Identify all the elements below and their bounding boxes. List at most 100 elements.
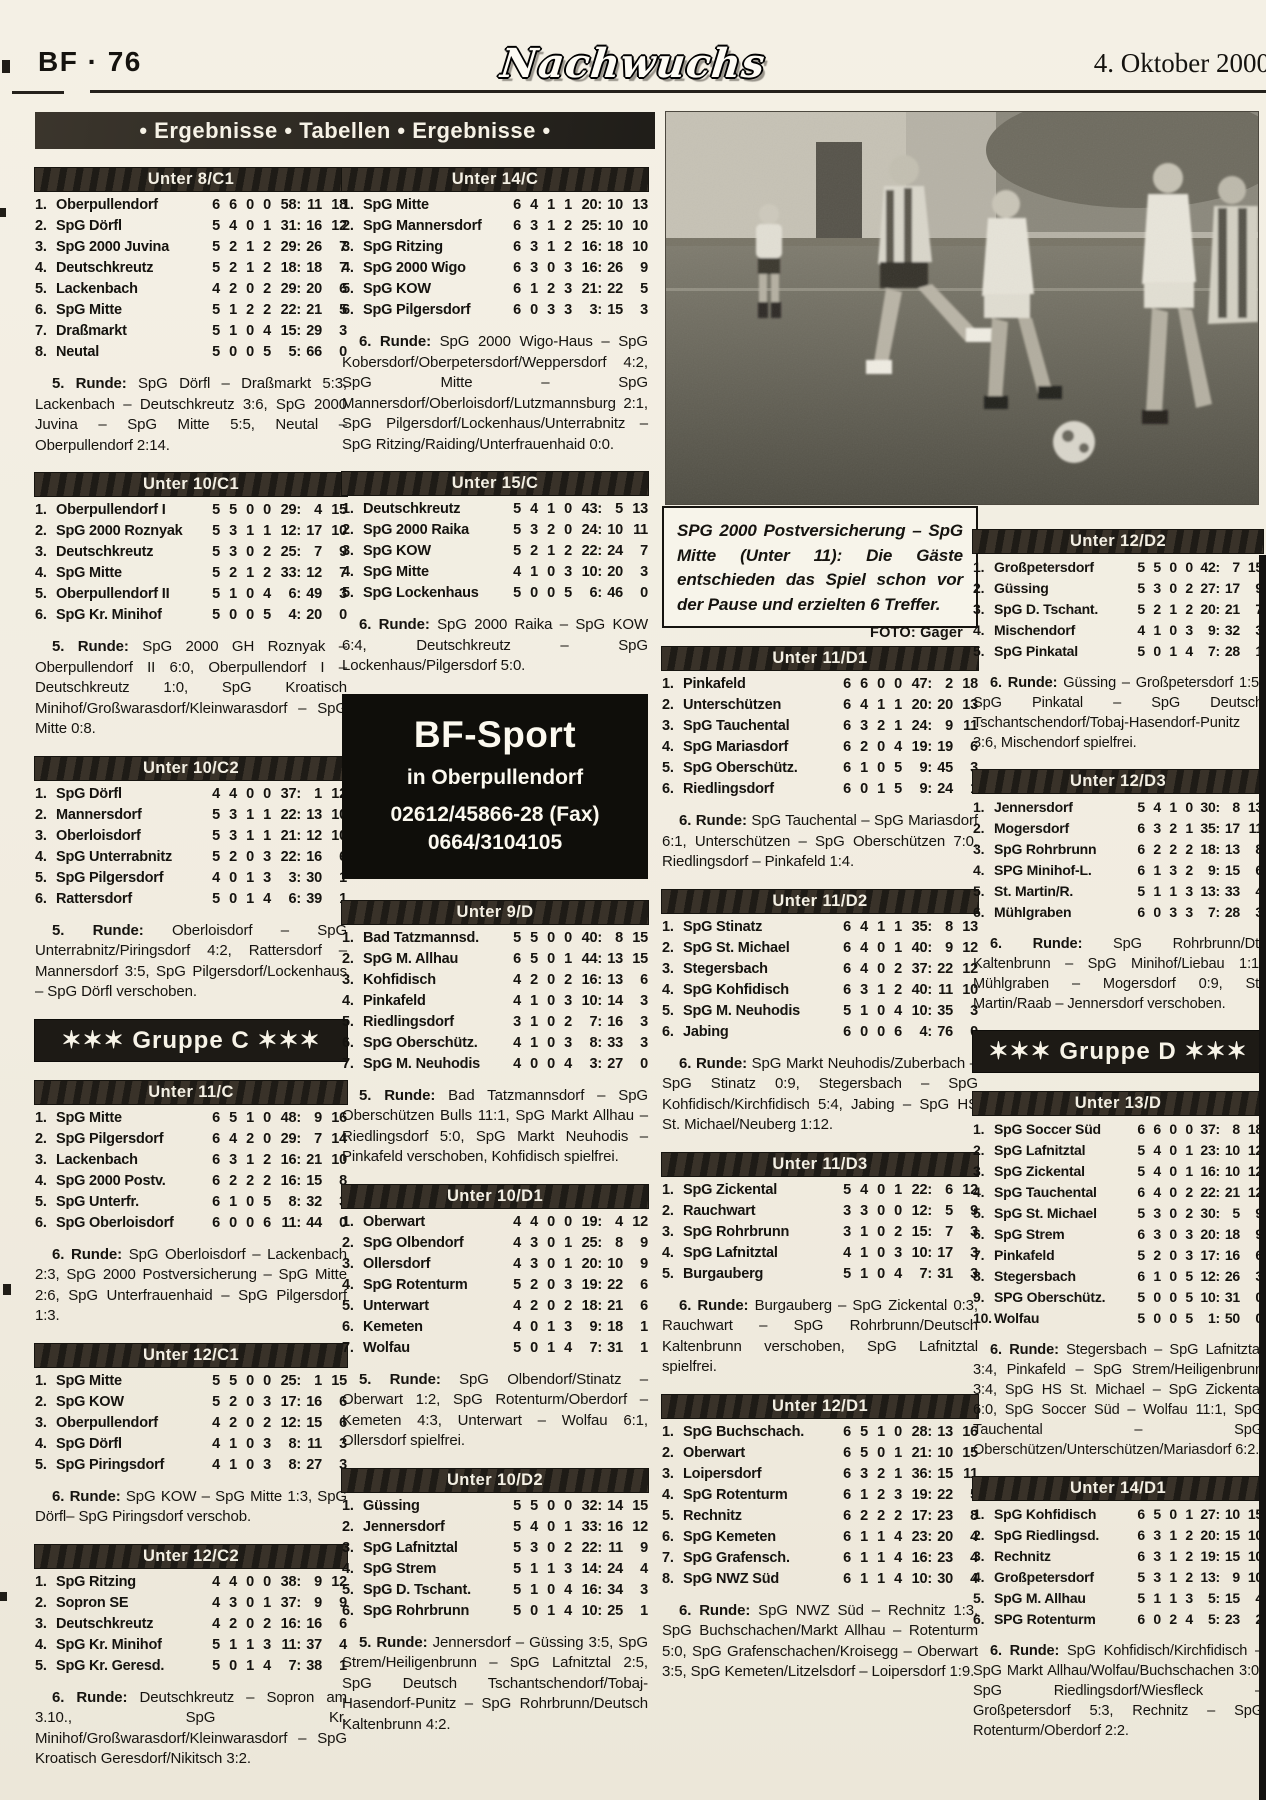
- rank: 4.: [662, 739, 674, 755]
- points: 12: [331, 1573, 347, 1590]
- losses: 2: [894, 1223, 902, 1240]
- games-played: 6: [1137, 1184, 1145, 1200]
- losses: 2: [263, 281, 271, 297]
- table-row: 3. Ollersdorf 4 3 0 1 20: 10 9: [342, 1256, 648, 1277]
- round-label: 6. Runde:: [359, 333, 431, 350]
- points: 10: [632, 239, 648, 255]
- team-name: Mogersdorf: [994, 820, 1070, 836]
- losses: 4: [564, 1055, 572, 1072]
- goals-for: 6:: [288, 586, 302, 602]
- team-name: SpG Mitte: [56, 565, 122, 581]
- table-title: Unter 10/C2: [35, 756, 347, 780]
- team-name: SpG Rohrbrunn: [994, 841, 1097, 857]
- games-played: 6: [212, 1193, 220, 1210]
- goals-against: 10: [607, 197, 623, 213]
- rank: 2.: [342, 522, 354, 538]
- league-table: Unter 11/D3 1. SpG Zickental 5 4 0 1 22: 6 12 2. Ra…: [662, 1152, 978, 1287]
- team-name: SpG 2000 Juvina: [56, 239, 170, 255]
- draws: 0: [246, 281, 254, 297]
- games-played: 6: [843, 739, 851, 755]
- rank: 5.: [35, 586, 47, 602]
- round-label: 6. Runde:: [359, 616, 430, 633]
- goals-for: 8:: [288, 1193, 302, 1210]
- goals-against: 23: [937, 1549, 953, 1566]
- games-played: 6: [843, 1549, 851, 1566]
- goals-against: 8: [1232, 1121, 1240, 1137]
- wins: 1: [530, 1581, 538, 1598]
- goals-for: 23:: [911, 1528, 933, 1545]
- rank: 4.: [35, 1172, 47, 1189]
- losses: 2: [1185, 1527, 1193, 1543]
- wins: 2: [229, 565, 237, 581]
- losses: 2: [263, 1615, 271, 1632]
- team-name: SpG Ritzing: [363, 239, 443, 255]
- goals-against: 26: [607, 260, 623, 276]
- points: 6: [339, 281, 347, 297]
- table-row: 4. SpG Kr. Minihof 5 1 1 3 11: 37 4: [35, 1637, 347, 1658]
- wins: 3: [1153, 820, 1161, 836]
- points: 13: [962, 918, 978, 935]
- draws: 0: [246, 544, 254, 560]
- wins: 6: [229, 197, 237, 213]
- rank: 9.: [973, 1289, 985, 1305]
- goals-for: 40:: [911, 981, 933, 998]
- games-played: 5: [1137, 1163, 1145, 1179]
- games-played: 6: [843, 718, 851, 734]
- team-name: SpG Pinkatal: [994, 643, 1078, 659]
- table-row: 5. Unterwart 4 2 0 2 18: 21 6: [342, 1298, 648, 1319]
- draws: 0: [547, 585, 555, 601]
- draws: 1: [547, 1602, 555, 1619]
- draws: 0: [246, 344, 254, 360]
- wins: 0: [1153, 643, 1161, 659]
- losses: 3: [1185, 1247, 1193, 1263]
- losses: 1: [894, 1465, 902, 1482]
- issue-date: 4. Oktober 2000: [1093, 48, 1266, 78]
- goals-for: 20:: [1200, 601, 1220, 617]
- rank: 5.: [342, 1013, 354, 1030]
- goals-for: 31:: [280, 218, 302, 234]
- wins: 2: [530, 971, 538, 988]
- games-played: 4: [212, 1435, 220, 1452]
- team-name: SpG NWZ Süd: [683, 1570, 780, 1587]
- team-name: Kemeten: [363, 1318, 423, 1335]
- draws: 0: [877, 760, 885, 776]
- team-name: SpG Mitte: [56, 1372, 122, 1389]
- losses: 4: [263, 323, 271, 339]
- rank: 1.: [662, 676, 674, 692]
- goals-against: 16: [306, 1393, 322, 1410]
- table-row: 3. Deutschkreutz 5 3 0 2 25: 7 9: [35, 544, 347, 565]
- rank: 1.: [342, 1497, 354, 1514]
- rank: 3.: [35, 544, 47, 560]
- losses: 4: [263, 586, 271, 602]
- draws: 0: [547, 950, 555, 967]
- round-label: 5. Runde:: [52, 638, 129, 655]
- team-name: Lackenbach: [56, 281, 138, 297]
- draws: 1: [1169, 643, 1177, 659]
- goals-against: 13: [607, 950, 623, 967]
- points: 9: [970, 1202, 978, 1219]
- points: 18: [962, 676, 978, 692]
- round-results-text: SpG 2000 Raika – SpG KOW 6:4, Deutschkre…: [342, 616, 649, 674]
- team-name: Pinkafeld: [994, 1247, 1055, 1263]
- rank: 5.: [342, 1581, 354, 1598]
- wins: 0: [229, 869, 237, 886]
- points: 4: [339, 1636, 347, 1653]
- draws: 1: [547, 239, 555, 255]
- league-table: Unter 13/D 1. SpG Soccer Süd 6 6 0 0 37: 8 18 2. Sp…: [973, 1092, 1263, 1331]
- draws: 1: [877, 1528, 885, 1545]
- losses: 2: [263, 1414, 271, 1431]
- team-name: SpG M. Allhau: [363, 950, 459, 967]
- draws: 1: [246, 806, 254, 823]
- round-results-text: SpG Rohrbrunn/Dt. Kaltenbrunn – SpG Mini…: [973, 936, 1263, 1012]
- team-name: SpG Zickental: [683, 1181, 778, 1198]
- wins: 3: [1153, 1205, 1161, 1221]
- games-played: 6: [843, 781, 851, 797]
- goals-against: 21: [306, 1151, 322, 1168]
- column-3: SPG 2000 Postversicherung – SpG Mitte (U…: [662, 506, 978, 1700]
- goals-for: 36:: [911, 1465, 933, 1482]
- losses: 1: [263, 218, 271, 234]
- draws: 1: [1169, 601, 1177, 617]
- losses: 0: [894, 1202, 902, 1219]
